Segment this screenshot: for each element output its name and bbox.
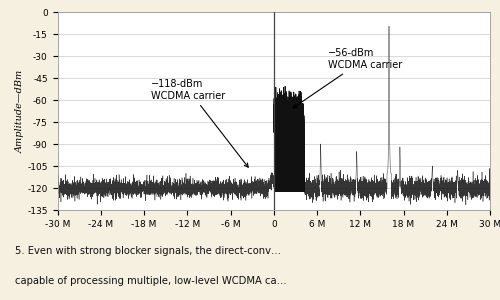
- Y-axis label: Amplitude—dBm: Amplitude—dBm: [16, 69, 24, 153]
- Text: capable of processing multiple, low-level WCDMA ca…: capable of processing multiple, low-leve…: [15, 275, 286, 286]
- Text: −56-dBm
WCDMA carrier: −56-dBm WCDMA carrier: [293, 48, 402, 108]
- Text: −118-dBm
WCDMA carrier: −118-dBm WCDMA carrier: [151, 79, 248, 167]
- Text: 5. Even with strong blocker signals, the direct-conv…: 5. Even with strong blocker signals, the…: [15, 245, 281, 256]
